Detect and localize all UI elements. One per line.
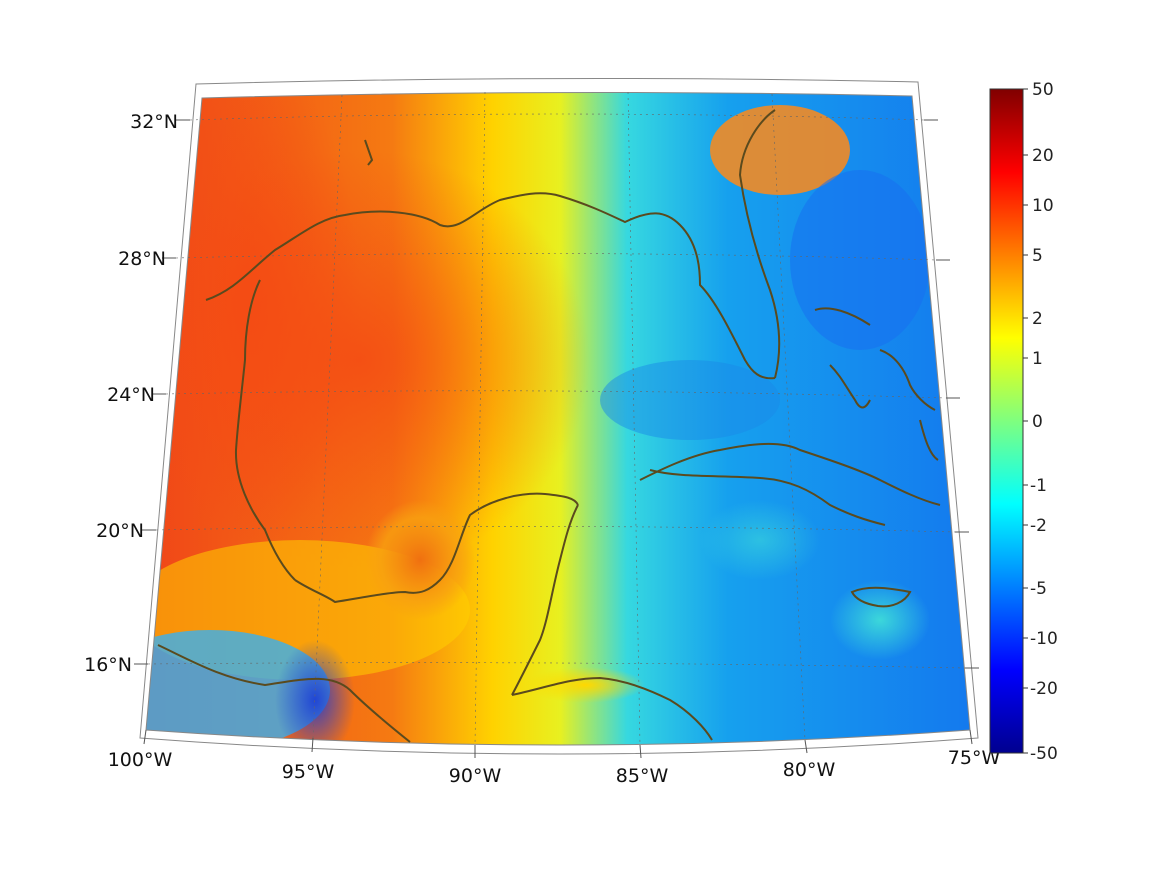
- colorbar-tick-20: 20: [1032, 146, 1054, 166]
- colorbar-tick-2: 2: [1032, 309, 1043, 329]
- lon-label-95w: 95°W: [282, 761, 335, 783]
- colorbar-tick-neg2: -2: [1030, 516, 1047, 536]
- data-field: [146, 92, 970, 745]
- latitude-axis: 32°N 28°N 24°N 20°N 16°N: [84, 111, 979, 676]
- colorbar-tick-neg50: -50: [1030, 744, 1058, 764]
- lat-label-32n: 32°N: [130, 111, 178, 133]
- lat-label-16n: 16°N: [84, 654, 132, 676]
- colorbar-tick-0: 0: [1032, 412, 1043, 432]
- colorbar-tick-50: 50: [1032, 80, 1054, 100]
- lon-label-90w: 90°W: [449, 765, 502, 787]
- lat-label-20n: 20°N: [96, 520, 144, 542]
- lon-label-100w: 100°W: [108, 749, 173, 771]
- colorbar-tick-1: 1: [1032, 349, 1043, 369]
- colorbar: 50 20 10 5 2 1 0 -1 -2 -5 -10 -20 -50: [989, 80, 1058, 764]
- map-frame: [145, 91, 971, 746]
- colorbar-gradient: [989, 88, 1024, 754]
- colorbar-tick-neg20: -20: [1030, 679, 1058, 699]
- colorbar-tick-10: 10: [1032, 196, 1054, 216]
- longitude-axis: 100°W 95°W 90°W 85°W 80°W 75°W: [108, 729, 1001, 787]
- lon-label-85w: 85°W: [616, 765, 669, 787]
- coastlines: [157, 109, 941, 743]
- lat-label-24n: 24°N: [107, 384, 155, 406]
- lon-label-75w: 75°W: [948, 747, 1001, 769]
- graticule: [147, 91, 966, 746]
- map-outer-frame: [139, 77, 979, 755]
- colorbar-tick-neg10: -10: [1030, 629, 1058, 649]
- lat-label-28n: 28°N: [118, 248, 166, 270]
- colorbar-tick-neg5: -5: [1030, 579, 1047, 599]
- colorbar-tick-5: 5: [1032, 246, 1043, 266]
- colorbar-tick-neg1: -1: [1030, 476, 1047, 496]
- lon-label-80w: 80°W: [783, 759, 836, 781]
